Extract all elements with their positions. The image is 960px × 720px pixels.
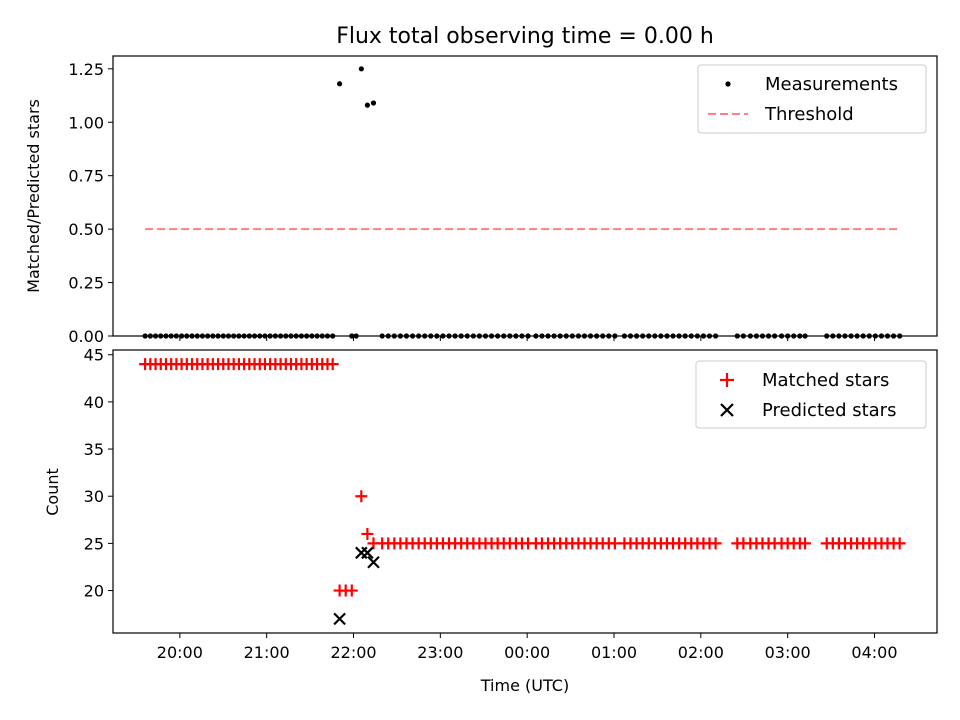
bottom-legend-box (695, 360, 927, 429)
top-panel: 0.00 0.25 0.50 0.75 1.00 1.25 Matched/Predict… (24, 55, 938, 346)
top-ytick-label: 0.00 (68, 327, 104, 346)
matched-star-point (326, 358, 339, 371)
xtick-label: 23:00 (417, 643, 463, 662)
legend-label-measurements: Measurements (765, 74, 898, 95)
matched-star-point (799, 537, 812, 550)
xtick-label: 00:00 (504, 643, 550, 662)
chart-title: Flux total observing time = 0.00 h (336, 24, 714, 49)
bottom-y-axis-label: Count (43, 468, 62, 516)
bottom-panel: 20 25 30 35 40 45 20:00 21:00 22:00 23:00 00:00 01… (43, 346, 938, 695)
bottom-ytick-label: 35 (84, 440, 104, 459)
bottom-x-axis-ticks: 20:00 21:00 22:00 23:00 00:00 01:00 02:00 03:00… (157, 633, 898, 662)
legend-label-threshold: Threshold (764, 104, 854, 125)
xtick-label: 21:00 (244, 643, 290, 662)
top-y-axis-label: Matched/Predicted stars (24, 99, 43, 293)
xtick-label: 04:00 (851, 643, 897, 662)
bottom-ytick-label: 45 (84, 346, 104, 365)
bottom-axes-frame (112, 349, 938, 634)
predicted-star-point (333, 612, 346, 626)
top-ytick-label: 0.25 (68, 274, 104, 293)
measurement-point (358, 66, 364, 72)
xtick-label: 01:00 (591, 643, 637, 662)
bottom-y-axis-ticks: 20 25 30 35 40 45 (84, 346, 113, 601)
bottom-ytick-label: 40 (84, 393, 104, 412)
top-x-axis-ticks (179, 336, 875, 341)
bottom-legend: Matched stars Predicted stars (695, 360, 927, 429)
measurement-point (364, 102, 371, 108)
predicted-star-point (367, 555, 380, 569)
top-ytick-label: 0.75 (68, 167, 104, 186)
bottom-ytick-label: 20 (84, 582, 104, 601)
matched-star-point (709, 537, 722, 550)
legend-marker-predicted-stars (720, 403, 734, 417)
measurement-point (337, 81, 343, 87)
top-legend: Measurements Threshold (697, 64, 927, 134)
matched-star-point (355, 490, 368, 503)
predicted-star-point (361, 546, 374, 560)
matched-star-point (361, 527, 374, 540)
bottom-ytick-label: 25 (84, 534, 104, 553)
top-ytick-label: 0.50 (68, 220, 104, 239)
bottom-marks (139, 358, 906, 626)
matched-star-point (893, 537, 906, 550)
xtick-label: 03:00 (765, 643, 811, 662)
xtick-label: 22:00 (330, 643, 376, 662)
legend-marker-measurements (725, 81, 731, 87)
measurement-point (370, 100, 377, 106)
matched-star-point (345, 584, 358, 597)
legend-label-matched-stars: Matched stars (762, 370, 889, 391)
top-axes-frame (112, 55, 938, 337)
top-ytick-label: 1.00 (68, 113, 104, 132)
xtick-label: 20:00 (157, 643, 203, 662)
legend-label-predicted-stars: Predicted stars (762, 400, 896, 421)
top-y-axis-ticks: 0.00 0.25 0.50 0.75 1.00 1.25 (68, 60, 113, 346)
top-legend-box (697, 64, 927, 134)
x-axis-label: Time (UTC) (480, 676, 569, 695)
bottom-ytick-label: 30 (84, 487, 104, 506)
xtick-label: 02:00 (678, 643, 724, 662)
top-ytick-label: 1.25 (68, 60, 104, 79)
legend-marker-matched-stars (720, 373, 734, 387)
